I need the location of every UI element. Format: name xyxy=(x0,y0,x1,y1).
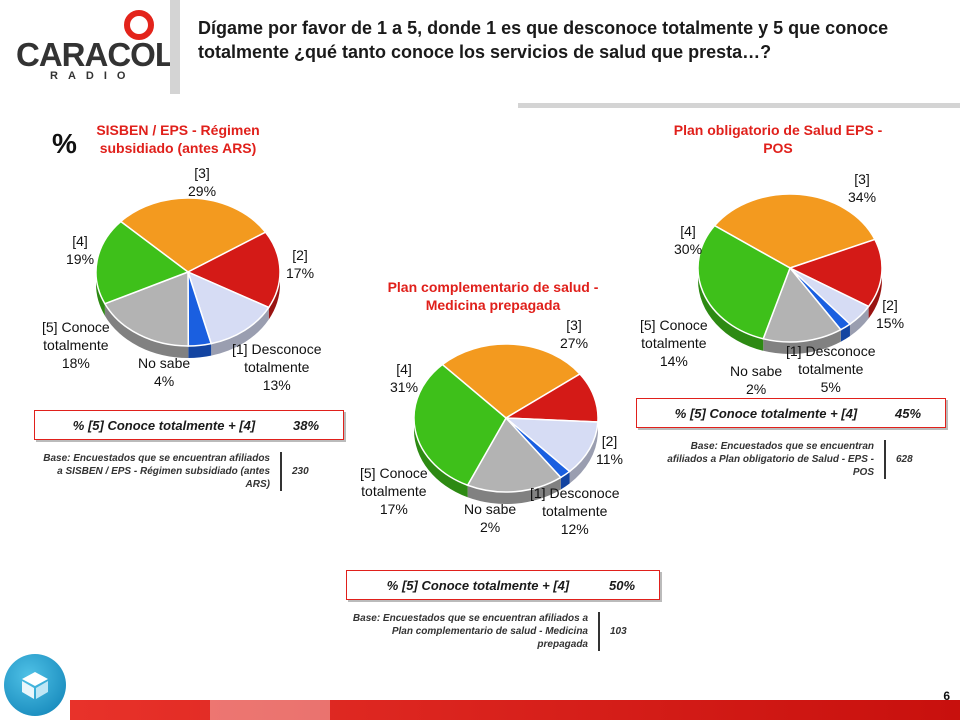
slice-label-3: [3] 34% xyxy=(848,171,877,205)
base-count: 103 xyxy=(610,626,627,637)
slice-label-1: [1] Desconoce totalmente 12% xyxy=(530,485,620,537)
pie-slice xyxy=(466,416,562,493)
kpi-box-prepagada: % [5] Conoce totalmente + [4] 50% xyxy=(346,570,660,600)
slice-label-2: [2] 15% xyxy=(876,297,905,331)
slice-label-3: [3] 27% xyxy=(560,317,589,351)
pie-slice xyxy=(95,220,190,305)
pie-slice xyxy=(503,417,599,473)
kpi-value: 50% xyxy=(609,577,636,593)
kpi-box-sisben: % [5] Conoce totalmente + [4] 38% xyxy=(34,410,344,440)
base-count: 628 xyxy=(896,454,913,465)
pie-slice-side xyxy=(569,421,598,484)
slice-label-no-sabe: No sabe 4% xyxy=(138,355,191,389)
base-count: 230 xyxy=(292,466,309,477)
slice-label-5: [5] Conoce totalmente 17% xyxy=(360,465,428,517)
base-note-prepagada: Base: Encuestados que se encuentran afil… xyxy=(352,612,652,651)
header-rule xyxy=(518,103,960,108)
pie-chart-pos xyxy=(697,193,883,354)
pie-slice xyxy=(186,270,270,345)
pie-slice xyxy=(186,231,281,309)
base-text: Base: Encuestados que se encuentran afil… xyxy=(352,612,600,651)
pie-slice-side xyxy=(560,471,570,490)
slice-label-4: [4] 30% xyxy=(674,223,703,257)
kpi-box-pos: % [5] Conoce totalmente + [4] 45% xyxy=(636,398,946,428)
chart-title-prepagada: Plan complementario de salud - Medicina … xyxy=(387,279,599,313)
slice-label-1: [1] Desconoce totalmente 5% xyxy=(786,343,876,395)
cube-logo-icon xyxy=(4,654,66,716)
pie-slice xyxy=(441,343,582,419)
slice-label-1: [1] Desconoce totalmente 13% xyxy=(232,341,322,393)
slice-label-4: [4] 31% xyxy=(390,361,419,395)
base-note-pos: Base: Encuestados que se encuentran afil… xyxy=(652,440,942,479)
pie-slice-side xyxy=(698,268,764,351)
pie-slice-side xyxy=(211,307,269,356)
logo-ring-icon xyxy=(124,10,154,40)
pie-slice-side xyxy=(414,418,468,498)
header-divider xyxy=(170,0,180,94)
slice-label-4: [4] 19% xyxy=(66,233,95,267)
slice-label-5: [5] Conoce totalmente 14% xyxy=(640,317,708,369)
pie-slice xyxy=(788,238,883,308)
pie-slice-side xyxy=(868,268,882,319)
slice-label-3: [3] 29% xyxy=(188,165,217,199)
slice-label-5: [5] Conoce totalmente 18% xyxy=(42,319,110,371)
base-text: Base: Encuestados que se encuentran afil… xyxy=(652,440,886,479)
chart-title-pos: Plan obligatorio de Salud EPS - POS xyxy=(673,122,883,156)
pie-slice xyxy=(697,224,791,340)
chart-title-sisben: SISBEN / EPS - Régimen subsidiado (antes… xyxy=(96,122,260,156)
pie-slice xyxy=(103,270,190,347)
kpi-value: 45% xyxy=(895,405,922,421)
kpi-label: % [5] Conoce totalmente + [4] xyxy=(386,577,570,593)
pie-slice-side xyxy=(96,272,105,316)
logo-subtitle: RADIO xyxy=(50,70,136,82)
kpi-value: 38% xyxy=(293,417,320,433)
pie-slice-side xyxy=(467,477,561,504)
slice-label-no-sabe: No sabe 2% xyxy=(464,501,517,535)
pie-chart-sisben xyxy=(95,197,281,358)
base-note-sisben: Base: Encuestados que se encuentran afil… xyxy=(40,452,340,491)
slice-label-2: [2] 11% xyxy=(596,433,623,467)
pie-slice-side xyxy=(268,272,280,320)
caracol-radio-logo: CARACOL RADIO xyxy=(10,4,175,88)
slice-label-2: [2] 17% xyxy=(286,247,315,281)
survey-question: Dígame por favor de 1 a 5, donde 1 es qu… xyxy=(198,18,889,62)
pie-slice xyxy=(762,266,842,343)
pie-slice-side xyxy=(849,306,869,337)
pie-slice xyxy=(413,363,507,487)
logo-wordmark: CARACOL xyxy=(16,36,175,73)
pie-slice xyxy=(119,197,267,273)
pie-chart-prepagada xyxy=(413,343,599,504)
pie-slice-side xyxy=(188,343,212,358)
kpi-label: % [5] Conoce totalmente + [4] xyxy=(674,405,858,421)
kpi-label: % [5] Conoce totalmente + [4] xyxy=(72,417,256,433)
base-text: Base: Encuestados que se encuentran afil… xyxy=(40,452,282,491)
page-number: 6 xyxy=(943,689,950,703)
pie-slice xyxy=(713,193,876,269)
footer-bar xyxy=(70,700,960,720)
slice-label-no-sabe: No sabe 2% xyxy=(730,363,783,397)
percent-symbol: % xyxy=(52,128,77,159)
